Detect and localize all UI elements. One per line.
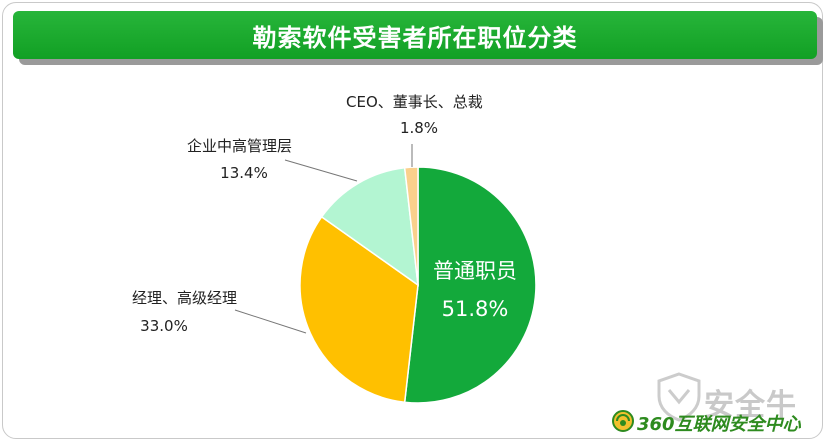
slice-label-3: CEO、董事长、总裁 bbox=[346, 93, 483, 111]
pie-slices bbox=[299, 166, 537, 404]
title-bar: 勒索软件受害者所在职位分类 bbox=[13, 11, 817, 59]
slice-value-3: 1.8% bbox=[400, 119, 438, 137]
pie-slice-1 bbox=[299, 215, 419, 404]
slice-label-1: 经理、高级经理 bbox=[132, 289, 237, 307]
leader-line-1 bbox=[234, 309, 307, 334]
pie-slice-0 bbox=[403, 166, 537, 404]
pie-slice-2 bbox=[320, 166, 419, 287]
slice-value-2: 13.4% bbox=[220, 164, 268, 182]
pie-slice-3 bbox=[403, 166, 419, 286]
slice-label-2: 企业中高管理层 bbox=[187, 137, 292, 155]
chart-title: 勒索软件受害者所在职位分类 bbox=[252, 23, 578, 52]
shield-watermark-icon bbox=[657, 372, 701, 422]
slice-value-1: 33.0% bbox=[140, 317, 188, 335]
leader-line-2 bbox=[284, 159, 358, 182]
watermark-text: 安全牛 bbox=[704, 388, 797, 423]
leader-lines bbox=[234, 144, 413, 334]
logo-text: 360互联网安全中心 bbox=[637, 414, 801, 435]
slice-label-0: 普通职员 bbox=[433, 259, 517, 283]
slice-value-0: 51.8% bbox=[442, 297, 509, 321]
logo-360-icon bbox=[612, 410, 634, 432]
